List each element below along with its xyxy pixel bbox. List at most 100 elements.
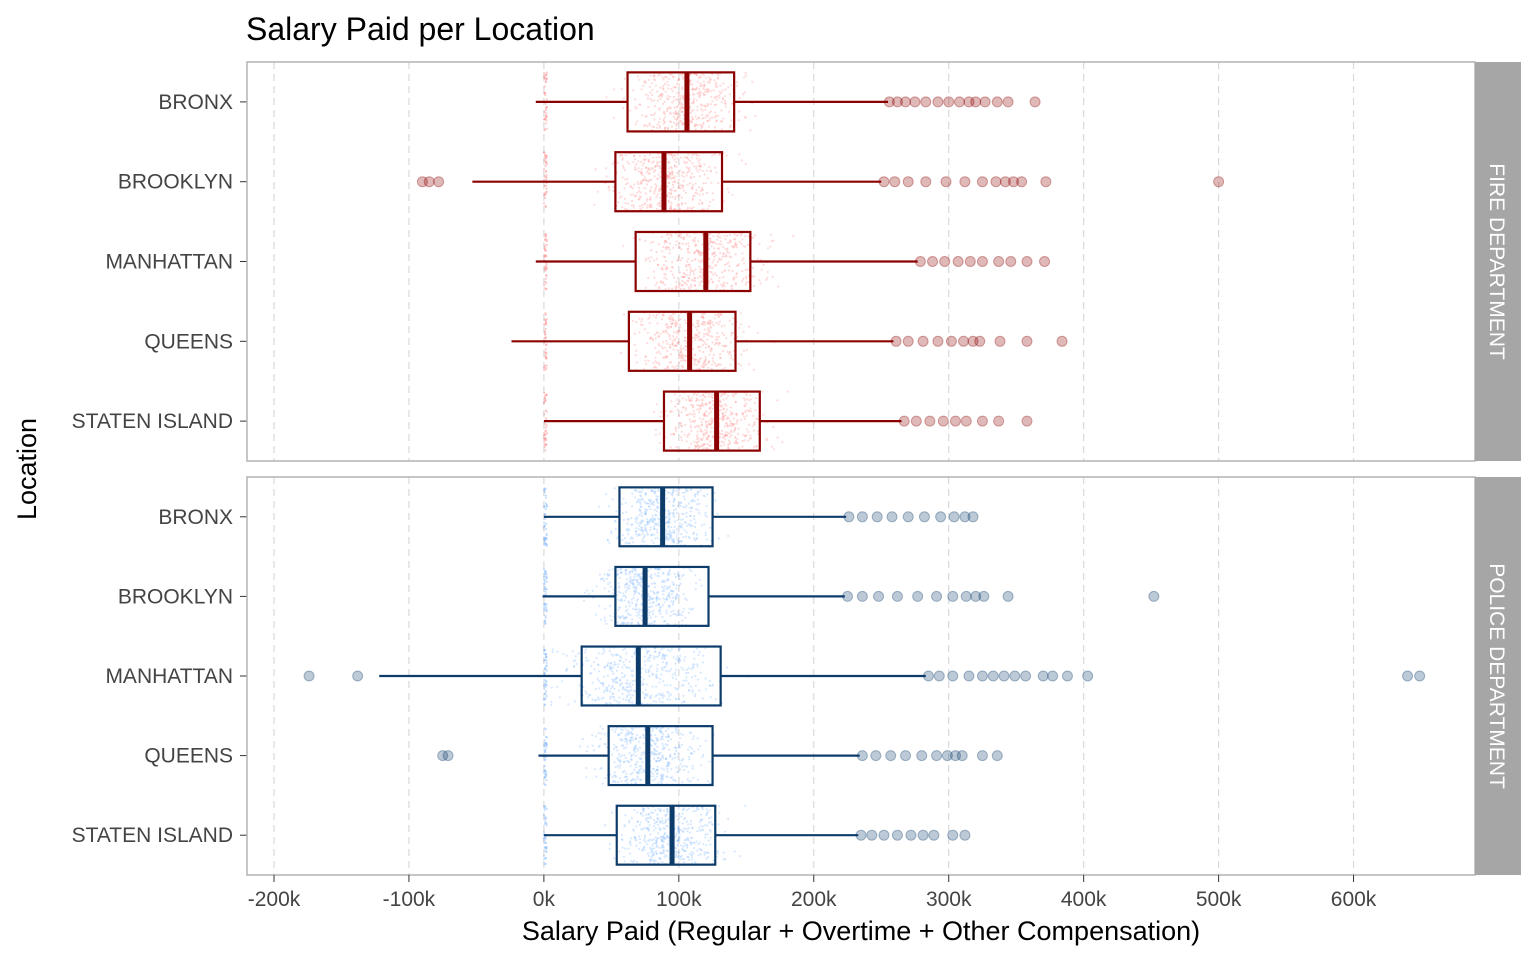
jitter-point [542, 323, 546, 326]
jitter-point [702, 121, 705, 124]
jitter-point [656, 161, 659, 164]
jitter-point [651, 161, 654, 164]
jitter-point [641, 761, 644, 764]
jitter-point [649, 337, 652, 340]
jitter-point [697, 437, 700, 440]
jitter-point [681, 759, 684, 762]
jitter-point [685, 156, 689, 159]
jitter-point [618, 678, 622, 682]
jitter-point [727, 352, 731, 356]
jitter-point [665, 609, 668, 612]
jitter-point [742, 93, 745, 96]
jitter-point [724, 403, 727, 406]
outlier-point [885, 750, 897, 762]
jitter-point [640, 505, 643, 509]
jitter-point [681, 366, 685, 369]
jitter-point [640, 595, 643, 598]
jitter-point [751, 80, 754, 83]
jitter-point [741, 270, 744, 273]
jitter-point [651, 533, 654, 536]
jitter-point [543, 395, 546, 398]
jitter-point [665, 849, 668, 852]
jitter-point [766, 270, 769, 273]
outlier-point [954, 96, 966, 108]
jitter-point [667, 518, 671, 521]
jitter-point [672, 500, 675, 503]
jitter-point [732, 423, 735, 426]
outlier-point [871, 511, 883, 523]
jitter-point [625, 568, 628, 571]
jitter-point [659, 737, 662, 741]
jitter-point [626, 731, 629, 734]
jitter-point [681, 765, 684, 768]
jitter-point [550, 700, 553, 703]
jitter-point [708, 828, 712, 832]
jitter-point [718, 314, 721, 317]
jitter-point [688, 506, 691, 509]
jitter-point [686, 247, 689, 251]
jitter-point [668, 531, 672, 534]
jitter-point [681, 284, 684, 287]
jitter-point [653, 657, 656, 660]
jitter-point [684, 359, 687, 362]
jitter-point [700, 365, 703, 368]
jitter-point [697, 240, 700, 243]
jitter-point [677, 356, 681, 360]
jitter-point [658, 204, 662, 207]
jitter-point [664, 116, 667, 119]
jitter-point [682, 807, 685, 810]
jitter-point [681, 242, 684, 246]
jitter-point [649, 190, 652, 193]
jitter-point [619, 738, 622, 741]
jitter-point [674, 780, 677, 783]
jitter-point [659, 821, 662, 824]
jitter-point [753, 368, 756, 371]
jitter-point [623, 775, 626, 778]
jitter-point [543, 603, 546, 606]
outlier-point [842, 590, 854, 602]
jitter-point [678, 353, 681, 356]
jitter-point [736, 438, 739, 441]
jitter-point [619, 599, 622, 602]
jitter-point [659, 751, 662, 754]
jitter-point [697, 827, 701, 830]
jitter-point [674, 508, 677, 511]
jitter-point [638, 508, 641, 511]
jitter-point [647, 816, 650, 820]
jitter-point [632, 589, 636, 593]
jitter-point [666, 94, 669, 97]
jitter-point [544, 232, 547, 236]
jitter-point [672, 778, 675, 782]
jitter-point [674, 697, 677, 701]
jitter-point [644, 93, 648, 96]
jitter-point [680, 614, 684, 617]
jitter-point [660, 846, 663, 849]
jitter-point [695, 425, 698, 428]
jitter-point [707, 345, 710, 348]
jitter-point [646, 204, 649, 207]
jitter-point [710, 393, 713, 396]
jitter-point [744, 162, 747, 165]
jitter-point [720, 405, 723, 408]
jitter-point [729, 413, 732, 416]
jitter-point [716, 338, 719, 341]
jitter-point [717, 537, 720, 540]
jitter-point [613, 663, 616, 667]
outlier-point [927, 256, 939, 267]
jitter-point [677, 539, 680, 542]
jitter-point [662, 331, 666, 334]
outlier-point [910, 415, 922, 427]
jitter-point [544, 249, 548, 252]
jitter-point [698, 254, 701, 257]
jitter-point [643, 534, 646, 537]
jitter-point [708, 329, 712, 332]
jitter-point [674, 189, 677, 192]
jitter-point [667, 98, 670, 101]
jitter-point [715, 314, 719, 317]
jitter-point [688, 568, 691, 571]
jitter-point [719, 91, 723, 95]
jitter-point [724, 411, 727, 414]
jitter-point [638, 757, 641, 760]
jitter-point [722, 276, 725, 279]
jitter-point [656, 331, 659, 334]
